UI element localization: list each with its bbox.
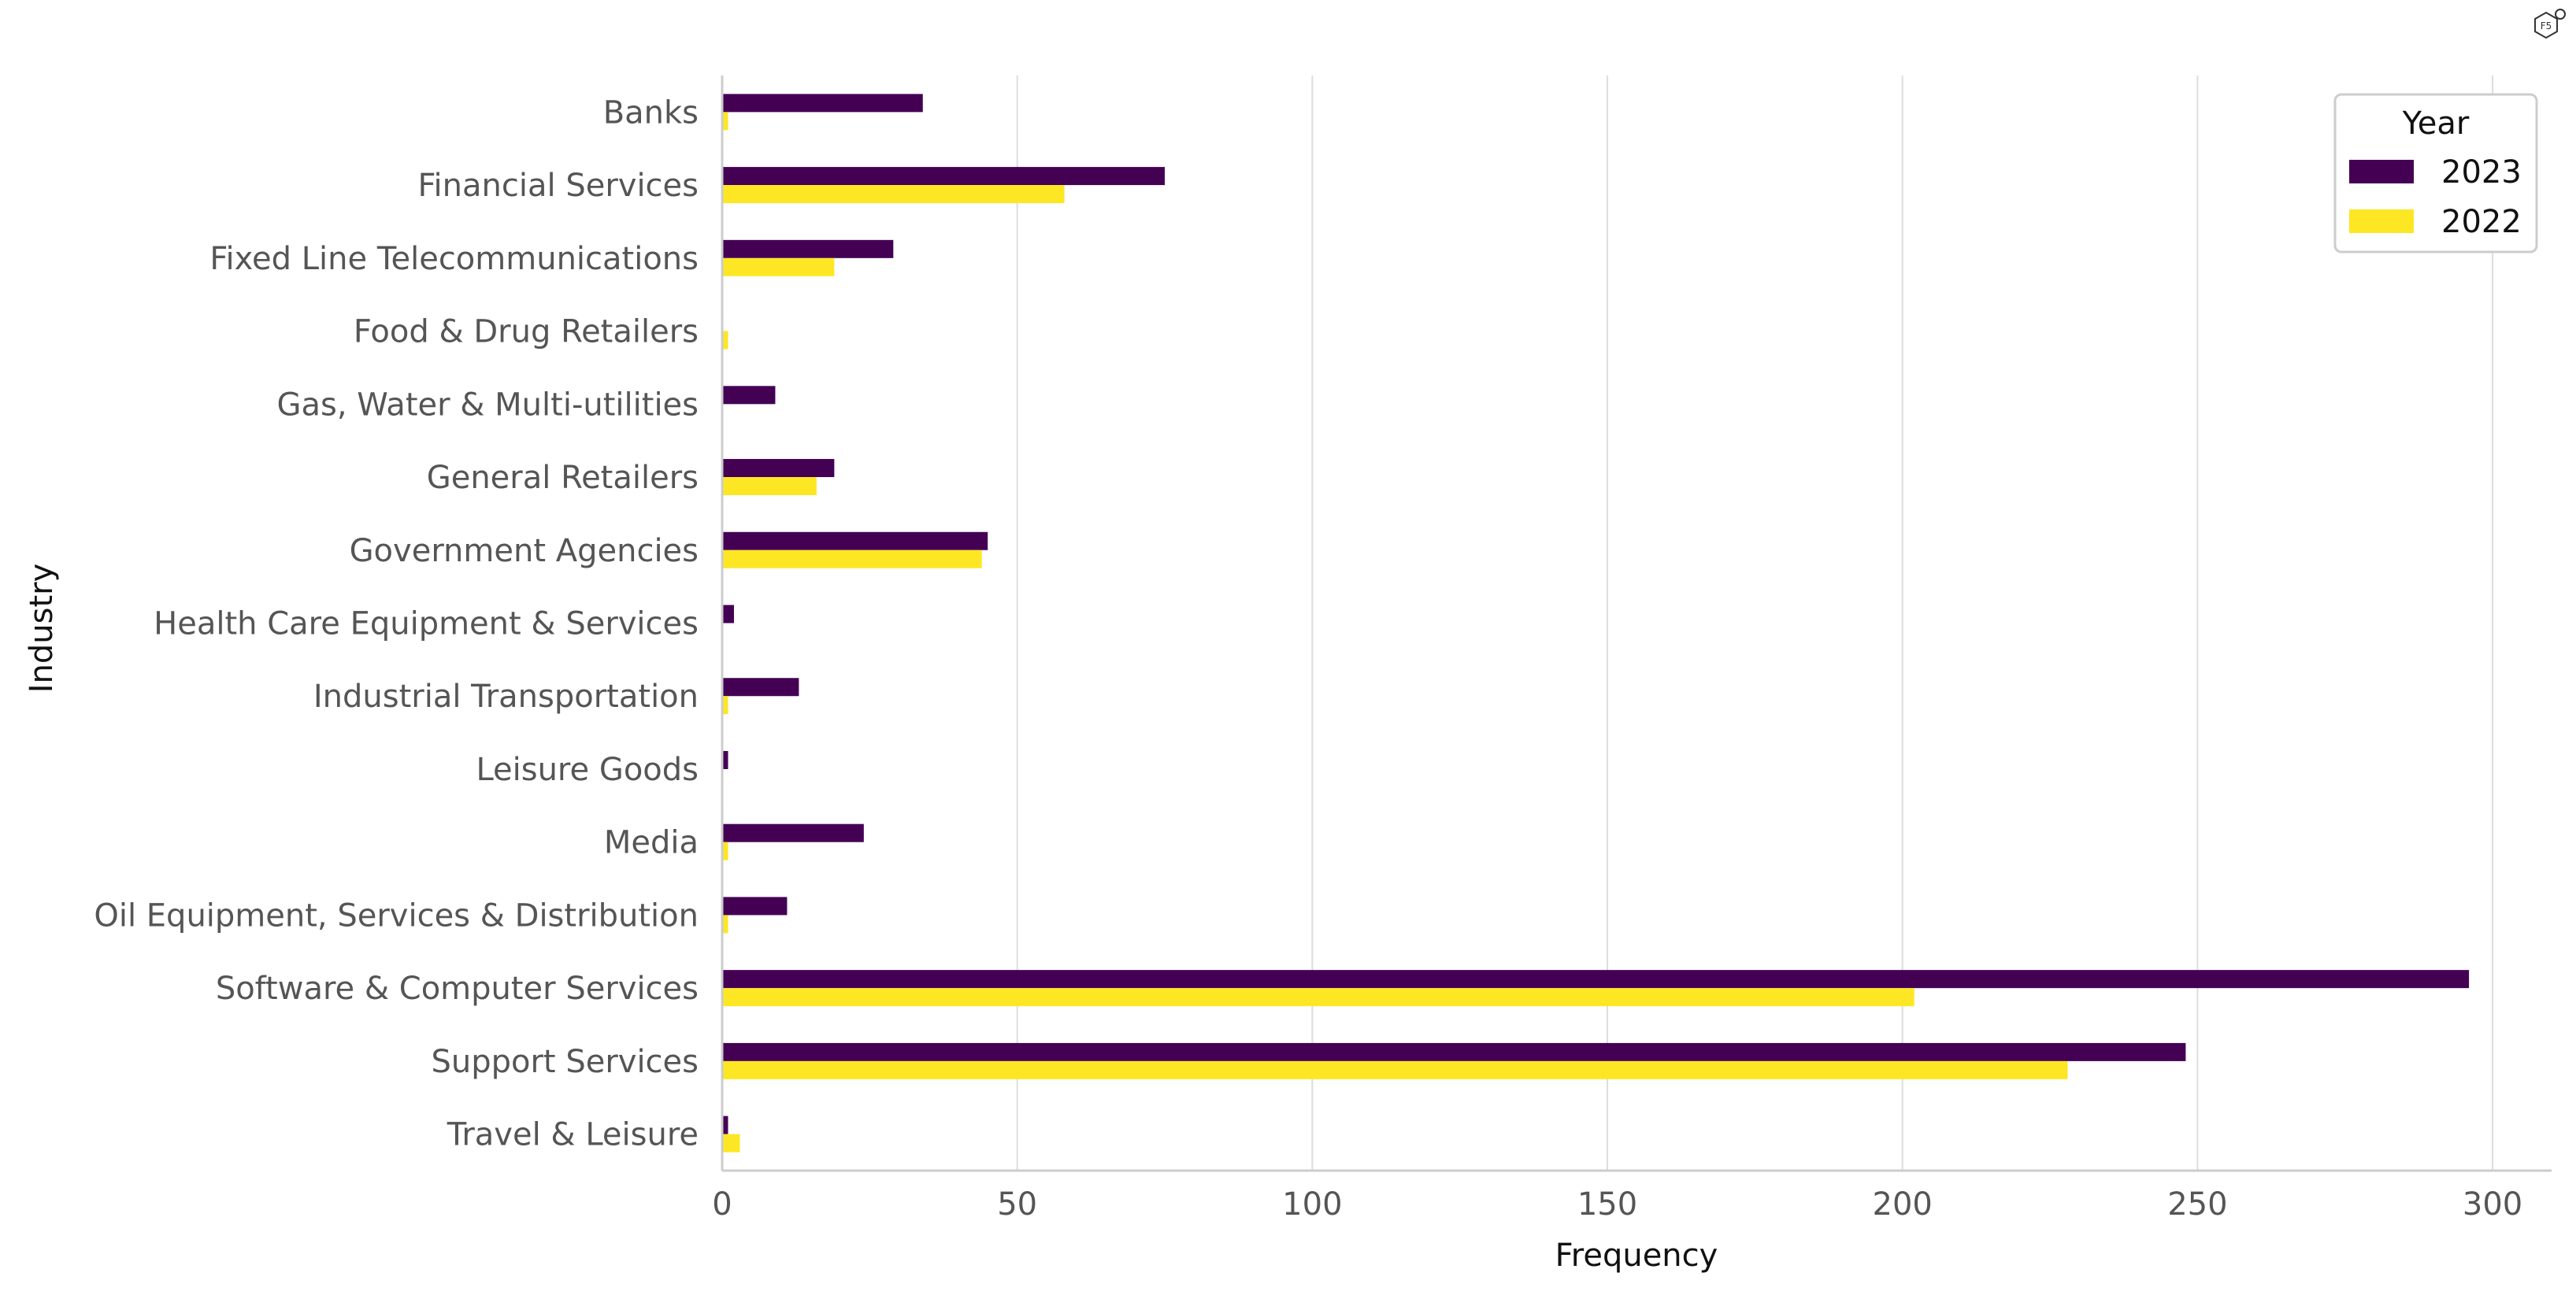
- y-tick-label-travel-and-leisure: Travel & Leisure: [447, 1117, 699, 1153]
- badge-label: F5: [2541, 20, 2552, 31]
- x-tick-labels: 0 50 100 150 200 250 300: [712, 1186, 2522, 1223]
- y-tick-label-gas-water-and-multi-utilities: Gas, Water & Multi-utilities: [277, 387, 699, 423]
- y-tick-label-media: Media: [604, 825, 699, 861]
- bar-financial-services-2022: [722, 185, 1065, 204]
- bar-general-retailers-2022: [722, 477, 817, 496]
- x-tick-label-50: 50: [997, 1186, 1037, 1223]
- bar-banks-2023: [722, 94, 923, 113]
- bar-support-services-2022: [722, 1060, 2068, 1079]
- bar-media-2023: [722, 823, 864, 842]
- bar-health-care-equipment-and-services-2023: [722, 605, 734, 623]
- bar-general-retailers-2023: [722, 459, 835, 478]
- x-tick-label-150: 150: [1577, 1186, 1637, 1223]
- bar-media-2022: [722, 842, 728, 860]
- legend-swatch-2022: [2349, 209, 2414, 233]
- y-tick-label-health-care-equipment-and-services: Health Care Equipment & Services: [154, 606, 699, 642]
- legend-label-2023: 2023: [2441, 154, 2522, 191]
- y-tick-label-banks: Banks: [603, 94, 699, 131]
- bar-software-and-computer-services-2023: [722, 970, 2470, 989]
- x-tick-label-250: 250: [2167, 1186, 2227, 1223]
- legend-swatch-2023: [2349, 160, 2414, 183]
- bar-oil-equipment-services-and-distribution-2022: [722, 915, 728, 934]
- bar-fixed-line-telecommunications-2022: [722, 257, 835, 276]
- bar-government-agencies-2023: [722, 531, 988, 550]
- bar-travel-and-leisure-2023: [722, 1116, 728, 1134]
- x-tick-label-0: 0: [712, 1186, 732, 1223]
- y-tick-label-general-retailers: General Retailers: [427, 460, 699, 496]
- y-tick-labels: Banks Financial Services Fixed Line Teleco…: [94, 94, 699, 1153]
- bar-fixed-line-telecommunications-2023: [722, 239, 894, 258]
- bar-industrial-transportation-2023: [722, 678, 799, 697]
- bar-government-agencies-2022: [722, 549, 982, 568]
- y-tick-label-government-agencies: Government Agencies: [350, 533, 699, 569]
- bar-oil-equipment-services-and-distribution-2023: [722, 897, 788, 916]
- hexagon-badge-icon: F5: [2534, 9, 2566, 39]
- y-tick-label-fixed-line-telecommunications: Fixed Line Telecommunications: [209, 241, 699, 277]
- y-tick-label-oil-equipment-services-and-distribution: Oil Equipment, Services & Distribution: [94, 897, 699, 934]
- x-tick-label-200: 200: [1873, 1186, 1933, 1223]
- bar-gas-water-and-multi-utilities-2023: [722, 386, 776, 405]
- y-axis-title: Industry: [24, 564, 60, 694]
- y-tick-label-support-services: Support Services: [431, 1044, 699, 1080]
- bar-travel-and-leisure-2022: [722, 1134, 740, 1153]
- legend-label-2022: 2022: [2441, 204, 2522, 240]
- y-tick-label-financial-services: Financial Services: [417, 168, 699, 204]
- legend: Year 2023 2022: [2333, 93, 2538, 253]
- y-tick-label-food-and-drug-retailers: Food & Drug Retailers: [354, 314, 699, 350]
- y-tick-label-leisure-goods: Leisure Goods: [476, 752, 699, 788]
- bar-industrial-transportation-2022: [722, 696, 728, 715]
- x-tick-label-300: 300: [2463, 1186, 2522, 1223]
- bar-food-and-drug-retailers-2022: [722, 331, 728, 350]
- bar-leisure-goods-2023: [722, 750, 728, 769]
- x-tick-label-100: 100: [1282, 1186, 1342, 1223]
- bar-banks-2022: [722, 112, 728, 131]
- legend-title: Year: [2402, 105, 2470, 142]
- bar-support-services-2023: [722, 1042, 2186, 1061]
- bars: [722, 94, 2470, 1153]
- bar-financial-services-2023: [722, 167, 1166, 186]
- x-axis-title: Frequency: [1555, 1238, 1718, 1274]
- y-tick-label-software-and-computer-services: Software & Computer Services: [216, 971, 699, 1007]
- bar-software-and-computer-services-2022: [722, 988, 1914, 1007]
- grid-lines: [721, 76, 2494, 1171]
- y-tick-label-industrial-transportation: Industrial Transportation: [313, 679, 699, 715]
